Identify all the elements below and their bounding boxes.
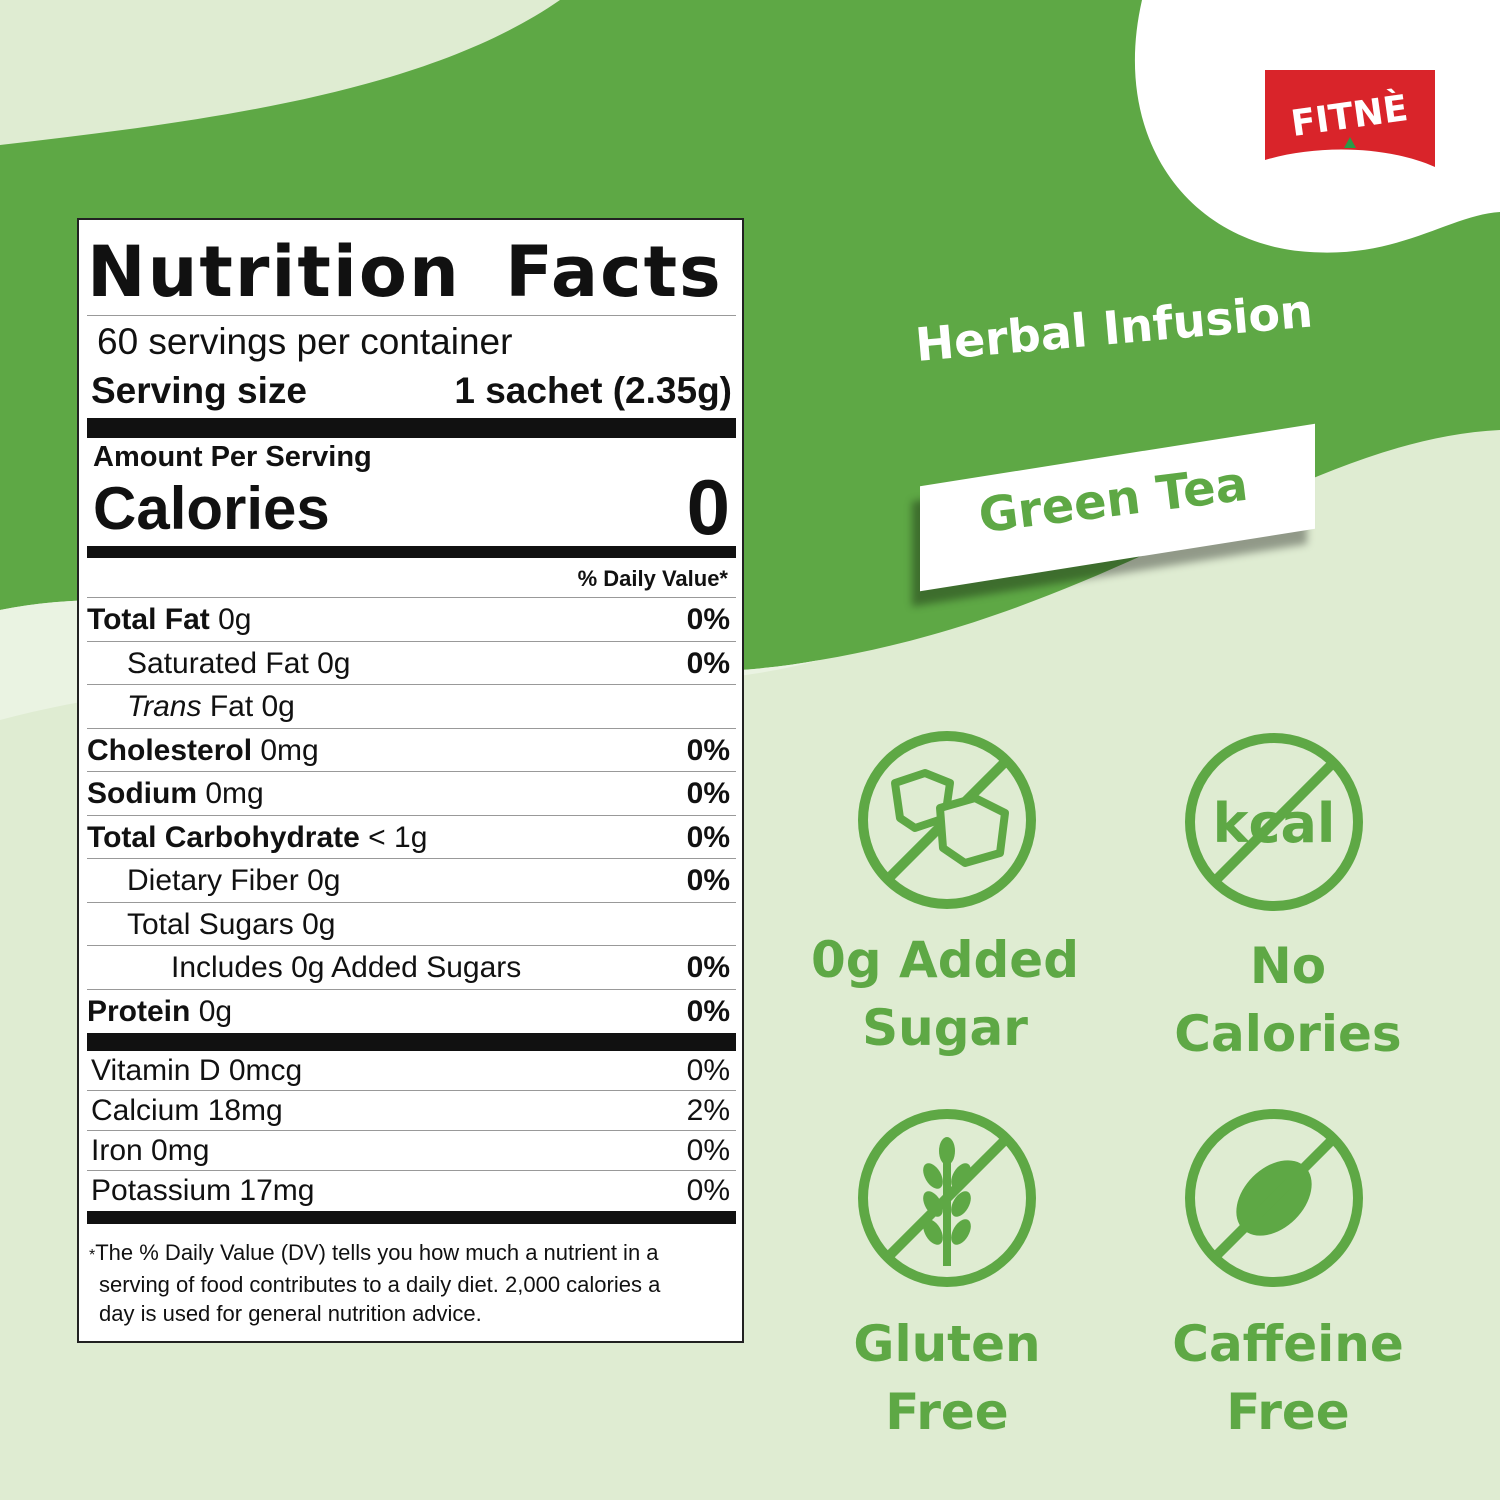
servings-per-container: 60 servings per container [97,321,513,362]
divider-thick [87,546,736,558]
no-kcal-icon: kcal [1185,733,1363,911]
nutrient-row: Total Fat 0g 0% [87,598,736,642]
nutrient-row: Cholesterol 0mg 0% [87,729,736,772]
nutrient-row: Protein 0g 0% [87,994,730,1028]
feature-no-calories: No Calories [1174,937,1402,1063]
nutrition-title: Nutrition Facts [87,220,736,316]
nutrient-row: Includes 0g Added Sugars 0% [87,946,736,990]
vitamin-row: Calcium 18mg 2% [87,1091,736,1131]
vitamin-row: Vitamin D 0mcg 0% [87,1051,736,1091]
calories-value: 0 [686,463,730,551]
nutrient-row: Total Sugars 0g [87,903,736,946]
divider-thick [87,1211,736,1224]
nutrition-facts-label: Nutrition Facts 60 servings per containe… [77,218,744,1343]
divider-thick [87,1033,736,1051]
calories-row: Calories 0 [87,463,736,551]
no-coffee-bean-icon [1185,1109,1363,1287]
nutrient-row: Sodium 0mg 0% [87,772,736,816]
daily-value-header: % Daily Value* [87,558,736,598]
feature-caffeine-free: Caffeine Free [1172,1315,1404,1441]
serving-size: Serving size 1 sachet (2.35g) [87,366,736,418]
fitne-logo: FITNÈ [1265,70,1435,167]
nutrient-row: Total Carbohydrate < 1g 0% [87,816,736,859]
serving-size-label: Serving size [91,370,307,411]
no-wheat-icon [858,1109,1036,1287]
calories-label: Calories [93,475,330,542]
feature-gluten-free: Gluten Free [853,1315,1041,1441]
footnote: *The % Daily Value (DV) tells you how mu… [89,1240,661,1326]
vitamin-row: Potassium 17mg 0% [91,1174,730,1207]
amount-per-serving: Amount Per Serving [93,441,372,473]
feature-no-added-sugar: 0g Added Sugar [811,931,1079,1057]
no-sugar-cubes-icon [858,731,1036,909]
nutrient-row: Saturated Fat 0g 0% [87,642,736,685]
divider-thick [87,418,736,438]
nutrient-row: Trans Fat 0g [87,685,736,729]
vitamin-row: Iron 0mg 0% [87,1131,736,1171]
nutrient-row: Dietary Fiber 0g 0% [87,859,736,903]
serving-size-value: 1 sachet (2.35g) [454,370,732,411]
